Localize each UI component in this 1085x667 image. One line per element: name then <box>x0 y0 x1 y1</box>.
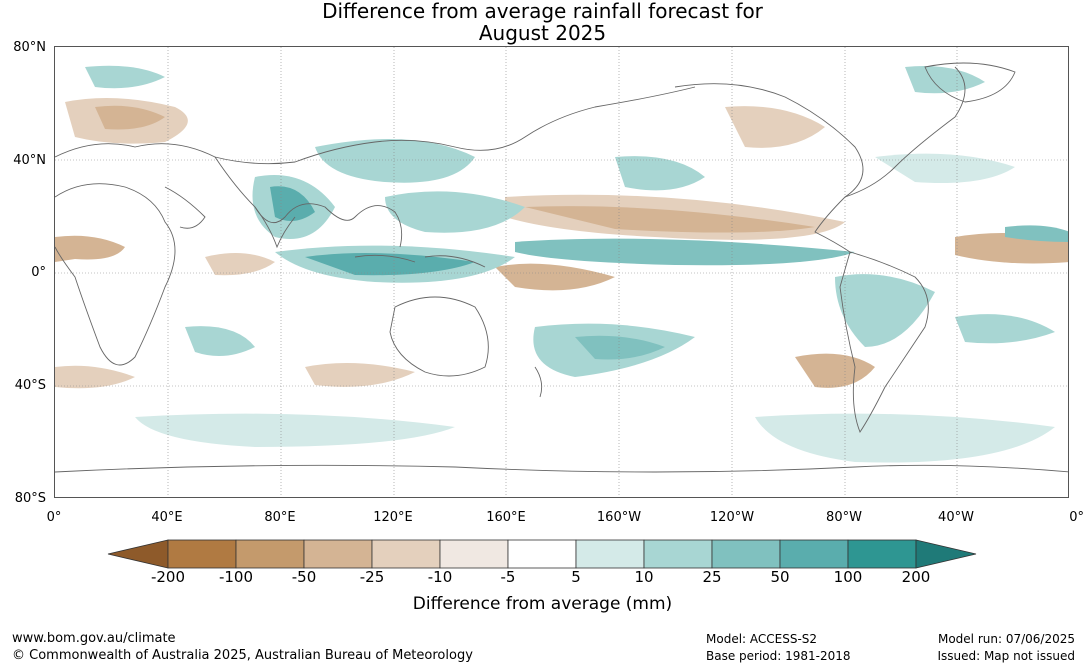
colorbar-cell <box>575 539 645 569</box>
lon-label-0-left: 0° <box>46 510 62 525</box>
lat-label-40n: 40°N <box>13 153 46 168</box>
lon-label-120e: 120°E <box>373 510 413 525</box>
colorbar-tick-label: -50 <box>291 568 317 586</box>
lat-label-80s: 80°S <box>14 491 46 506</box>
footer-model-run: Model run: 07/06/2025 <box>937 632 1075 646</box>
lat-label-80n: 80°N <box>13 40 46 55</box>
colorbar-tick-label: 200 <box>901 568 931 586</box>
colorbar-cell <box>303 539 373 569</box>
colorbar-cell <box>235 539 305 569</box>
colorbar-tick-label: 50 <box>770 568 790 586</box>
colorbar-tick-label: -5 <box>500 568 516 586</box>
footer-copyright: © Commonwealth of Australia 2025, Austra… <box>12 648 473 663</box>
coastlines <box>55 62 1068 473</box>
colorbar-tick-label: 100 <box>833 568 863 586</box>
colorbar-arrow-low <box>107 539 169 569</box>
colorbar-arrow-high <box>915 539 977 569</box>
footer-url: www.bom.gov.au/climate <box>12 631 176 646</box>
colorbar <box>107 539 977 569</box>
colorbar-tick-label: -200 <box>150 568 186 586</box>
colorbar-tick-label: 10 <box>634 568 654 586</box>
lon-label-0-right: 0° <box>1069 510 1084 525</box>
lon-label-40e: 40°E <box>151 510 183 525</box>
colorbar-title: Difference from average (mm) <box>412 594 673 614</box>
footer-run-info: Model run: 07/06/2025 Issued: Map not is… <box>937 631 1075 665</box>
colorbar-tick-label: -100 <box>218 568 254 586</box>
lon-label-80e: 80°E <box>264 510 296 525</box>
colorbar-tick-label: 5 <box>571 568 581 586</box>
rainfall-anomaly-map <box>54 46 1069 498</box>
colorbar-cell <box>507 539 577 569</box>
lon-label-40w: 40°W <box>938 510 974 525</box>
graticule <box>55 47 1068 497</box>
colorbar-tick-label: 25 <box>702 568 722 586</box>
colorbar-cell <box>711 539 781 569</box>
lon-label-160w: 160°W <box>596 510 642 525</box>
colorbar-cell <box>371 539 441 569</box>
map-title: Difference from average rainfall forecas… <box>0 0 1085 44</box>
lat-label-40s: 40°S <box>14 378 46 393</box>
colorbar-cell <box>643 539 713 569</box>
anomaly-fields <box>55 65 1068 463</box>
lon-label-120w: 120°W <box>709 510 755 525</box>
lon-label-80w: 80°W <box>826 510 862 525</box>
colorbar-cells <box>107 539 977 569</box>
colorbar-cell <box>779 539 849 569</box>
footer-left: www.bom.gov.au/climate © Commonwealth of… <box>12 630 473 664</box>
colorbar-cell <box>439 539 509 569</box>
title-line-2: August 2025 <box>478 21 607 45</box>
lat-label-equator: 0° <box>31 265 46 280</box>
colorbar-cell <box>847 539 917 569</box>
map-svg <box>55 47 1068 497</box>
colorbar-tick-label: -25 <box>359 568 385 586</box>
colorbar-cell <box>167 539 237 569</box>
footer-model-info: Model: ACCESS-S2 Base period: 1981-2018 <box>706 631 851 665</box>
footer-model: Model: ACCESS-S2 <box>706 632 818 646</box>
lon-label-160e: 160°E <box>486 510 526 525</box>
colorbar-tick-label: -10 <box>427 568 453 586</box>
title-line-1: Difference from average rainfall forecas… <box>322 0 763 23</box>
footer-issued: Issued: Map not issued <box>937 649 1075 663</box>
footer-base-period: Base period: 1981-2018 <box>706 649 851 663</box>
